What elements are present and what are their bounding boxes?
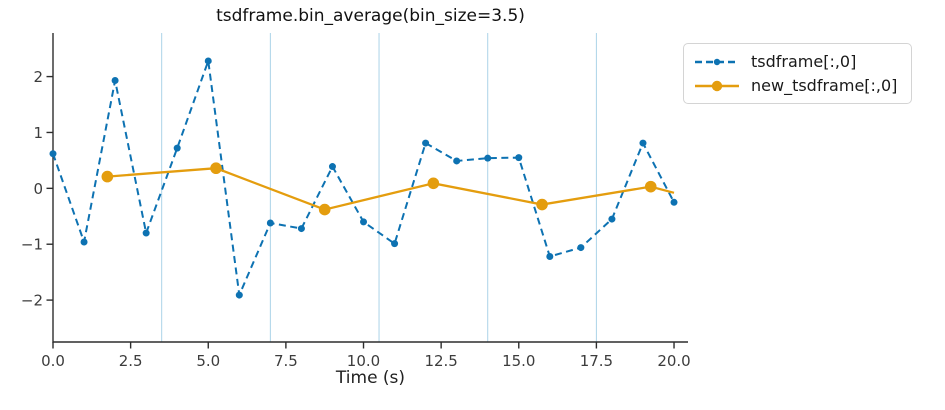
data-point-marker <box>360 218 368 226</box>
series-line <box>107 167 675 211</box>
data-point-marker <box>422 139 430 147</box>
data-point-marker <box>204 57 212 65</box>
data-point-marker <box>608 215 616 223</box>
y-tick-label: 2 <box>33 68 43 86</box>
y-tick-label: −1 <box>21 236 43 254</box>
data-point-marker <box>639 139 647 147</box>
data-point-marker <box>266 219 274 227</box>
legend-entry-new-tsdframe: new_tsdframe[:,0] <box>694 76 897 95</box>
data-point-marker <box>546 253 554 261</box>
x-tick-label: 0.0 <box>41 352 65 370</box>
legend-label-tsdframe: tsdframe[:,0] <box>751 52 857 71</box>
x-tick-label: 7.5 <box>274 352 298 370</box>
data-point-marker <box>644 180 657 193</box>
data-point-marker <box>318 203 331 216</box>
data-point-marker <box>577 244 585 252</box>
data-point-marker <box>536 198 548 211</box>
x-tick-label: 15.0 <box>502 352 535 370</box>
data-point-marker <box>484 154 492 162</box>
data-point-marker <box>210 162 222 175</box>
x-tick-label: 17.5 <box>580 352 613 370</box>
data-point-marker <box>142 229 150 237</box>
solid-line-icon <box>695 80 739 91</box>
legend-label-new-tsdframe: new_tsdframe[:,0] <box>751 76 898 95</box>
data-point-marker <box>49 150 57 158</box>
data-point-marker <box>670 198 678 206</box>
data-point-marker <box>235 291 243 299</box>
y-tick-label: −2 <box>21 292 43 310</box>
x-axis-label: Time (s) <box>335 368 406 388</box>
dashed-line-icon <box>695 58 739 65</box>
data-point-marker <box>80 238 88 246</box>
x-tick-label: 20.0 <box>657 352 690 370</box>
axes-spines <box>52 33 688 343</box>
series-line <box>52 60 675 299</box>
x-tick-label: 2.5 <box>119 352 143 370</box>
data-point-marker <box>328 163 336 171</box>
data-point-marker <box>297 225 305 233</box>
legend-entry-tsdframe: tsdframe[:,0] <box>694 52 897 71</box>
data-point-marker <box>391 240 399 248</box>
data-point-marker <box>453 157 461 165</box>
data-point-marker <box>111 76 119 84</box>
data-point-marker <box>101 170 114 183</box>
x-tick-label: 10.0 <box>347 352 380 370</box>
data-point-marker <box>515 154 523 162</box>
y-tick-label: 1 <box>33 124 43 142</box>
data-point-marker <box>427 177 440 190</box>
chart-title: tsdframe.bin_average(bin_size=3.5) <box>216 6 525 26</box>
x-tick-label: 5.0 <box>196 352 220 370</box>
y-tick-label: 0 <box>33 180 43 198</box>
data-point-marker <box>173 144 181 152</box>
legend: tsdframe[:,0] new_tsdframe[:,0] <box>683 43 913 104</box>
x-tick-label: 12.5 <box>424 352 457 370</box>
